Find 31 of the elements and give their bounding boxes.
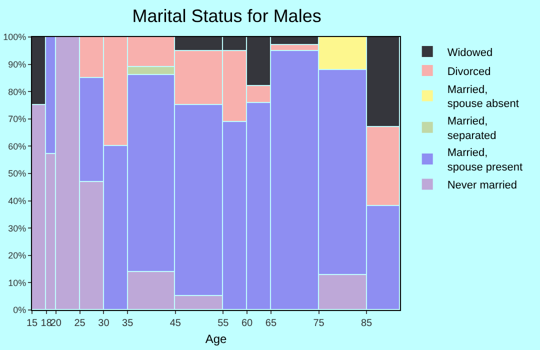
- x-tick-label: 85: [360, 318, 373, 329]
- x-tick-label: 55: [218, 318, 230, 329]
- x-tick-label: 75: [313, 318, 325, 329]
- legend-label: Married, spouse present: [447, 147, 523, 174]
- y-tick-label: 30%: [8, 223, 26, 234]
- legend-label: Married, spouse absent: [447, 84, 519, 110]
- x-tick-label: 18: [40, 318, 52, 329]
- y-tick-label: 90%: [8, 59, 26, 70]
- x-tick-label: 35: [122, 318, 134, 329]
- y-tick-label: 50%: [8, 168, 26, 179]
- y-tick-label: 40%: [8, 196, 26, 206]
- x-axis-title: Age: [205, 332, 227, 346]
- y-tick-label: 80%: [8, 86, 26, 97]
- x-tick-label: 45: [170, 318, 182, 329]
- legend-label: Married, separated: [447, 116, 496, 142]
- chart-title: Marital Status for Males: [132, 6, 322, 26]
- x-tick-label: 30: [98, 318, 110, 329]
- y-tick-label: 70%: [8, 114, 26, 124]
- y-tick-label: 10%: [8, 278, 26, 288]
- x-tick-label: 65: [265, 318, 277, 329]
- y-tick-label: 20%: [8, 250, 26, 261]
- y-tick-label: 100%: [3, 32, 26, 42]
- x-tick-label: 15: [26, 318, 38, 329]
- y-tick-label: 60%: [8, 141, 26, 152]
- legend-label: Never married: [447, 180, 518, 192]
- x-tick-label: 60: [241, 318, 254, 329]
- legend-label: Divorced: [447, 66, 491, 78]
- y-tick-label: 0%: [13, 305, 26, 316]
- x-tick-label: 25: [74, 318, 86, 329]
- x-tick-label: 20: [50, 318, 62, 329]
- legend-label: Widowed: [447, 46, 493, 59]
